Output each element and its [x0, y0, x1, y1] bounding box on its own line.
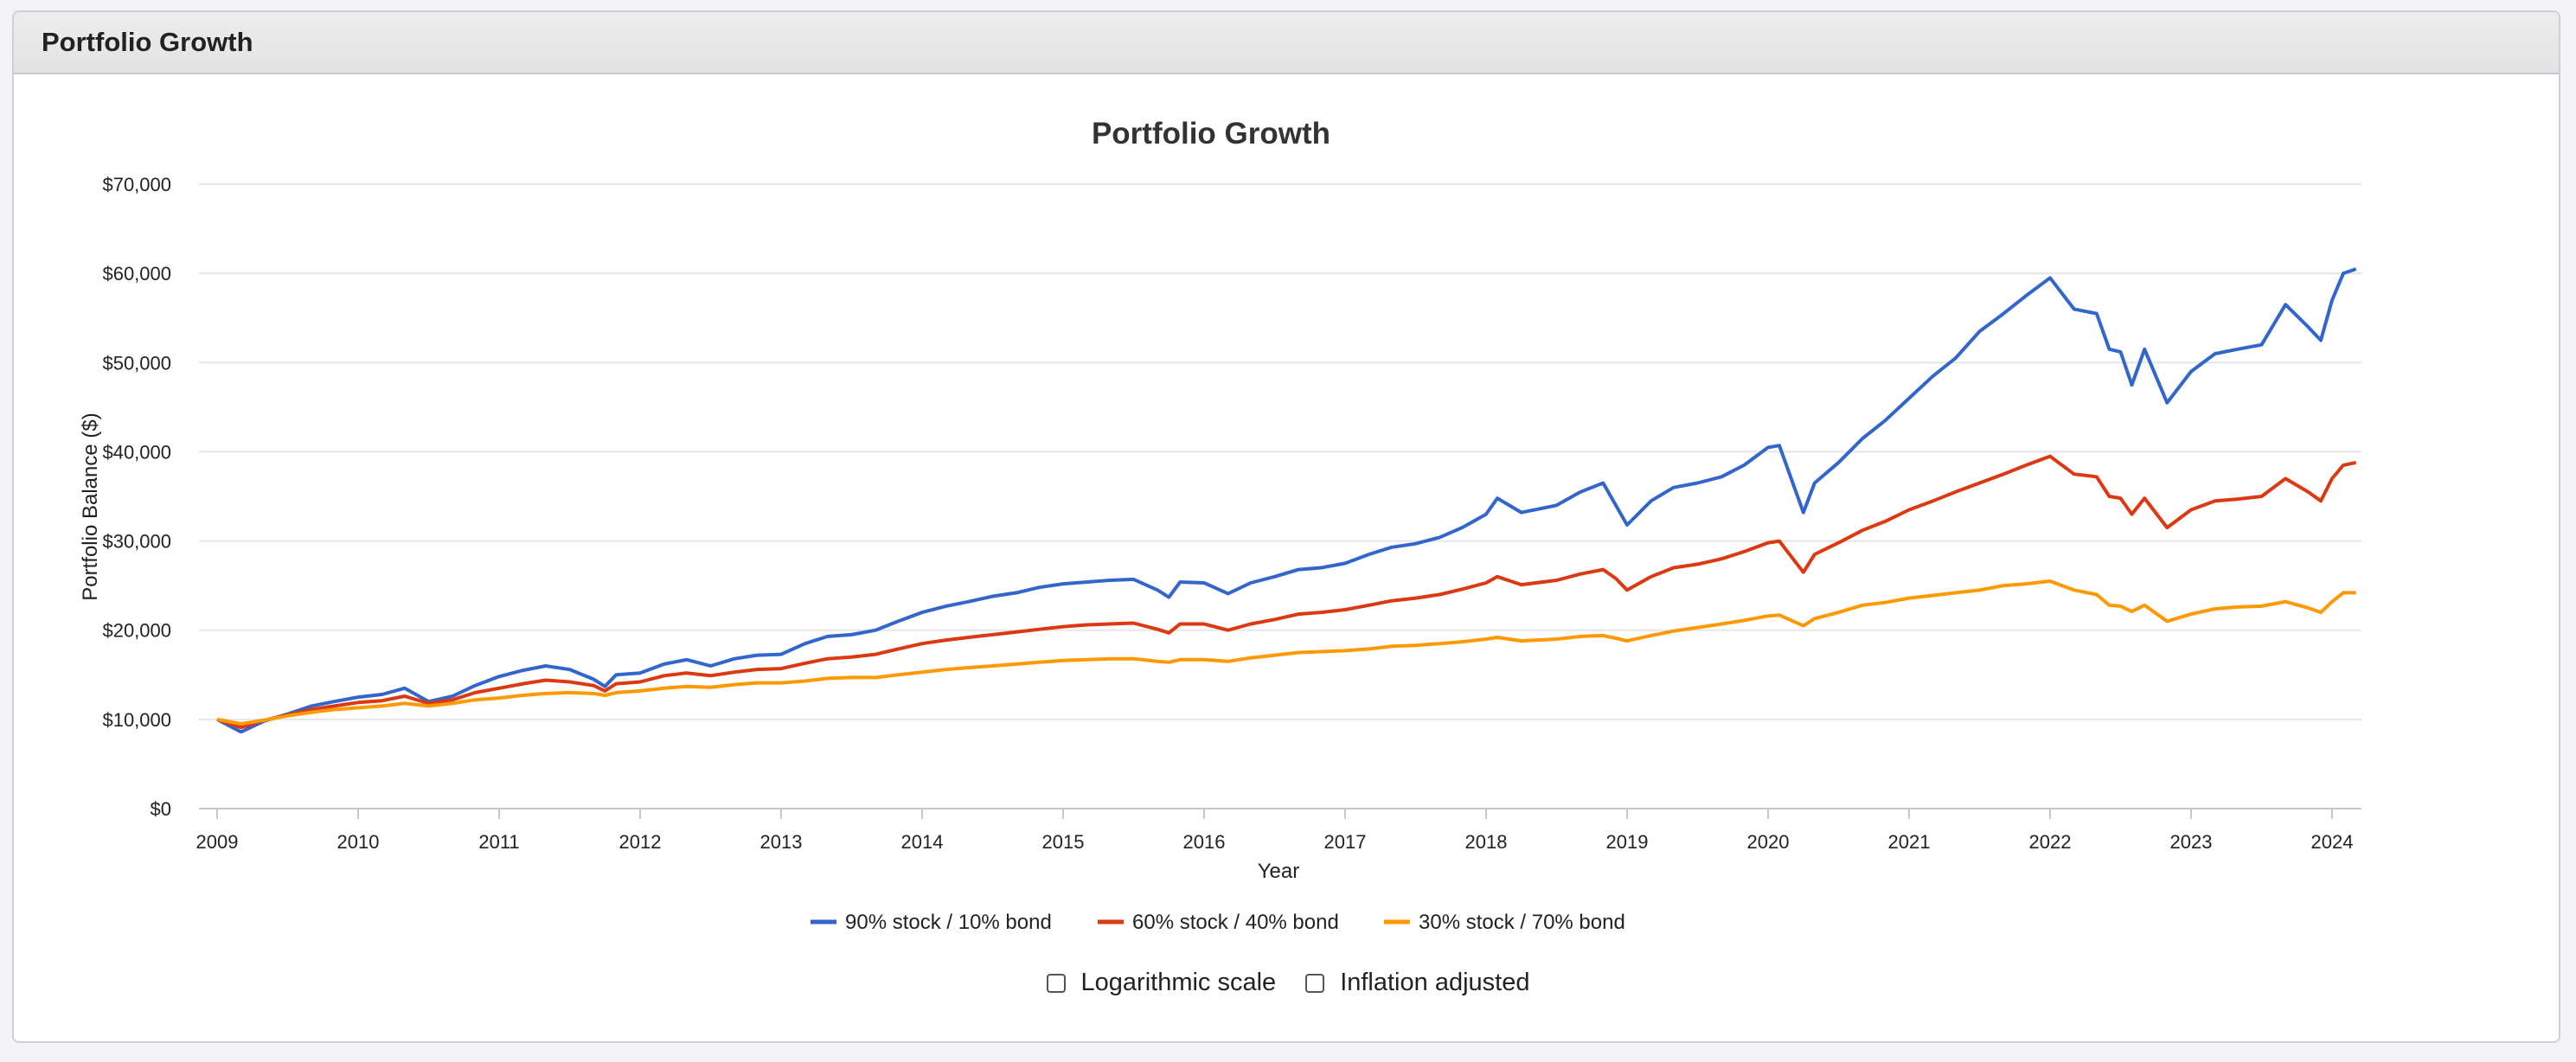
inflation-adjusted-checkbox[interactable]: [1305, 973, 1325, 993]
legend-item-3[interactable]: 30% stock / 70% bond: [1384, 911, 1625, 934]
series-line-3[interactable]: [216, 579, 2356, 726]
inflation-adjusted-label: Inflation adjusted: [1340, 969, 1530, 996]
x-tick-label: 2017: [1324, 831, 1367, 853]
x-tick-label: 2014: [901, 831, 944, 853]
x-tick-label: 2010: [337, 831, 380, 853]
panel-header: Portfolio Growth: [14, 12, 2559, 74]
portfolio-growth-chart: $0 $10,000 $20,000 $30,000 $40,000 $50,000 $60…: [79, 117, 2361, 934]
panel-title: Portfolio Growth: [42, 27, 253, 57]
x-tick-label: 2013: [760, 831, 803, 853]
x-tick-label: 2016: [1183, 831, 1226, 853]
y-tick-label: $20,000: [102, 620, 171, 642]
x-tick-label: 2015: [1042, 831, 1085, 853]
x-tick-label: 2024: [2311, 831, 2354, 853]
series-line-1[interactable]: [216, 267, 2357, 734]
legend-label: 60% stock / 40% bond: [1132, 911, 1339, 934]
legend-label: 30% stock / 70% bond: [1419, 911, 1625, 934]
chart-title: Portfolio Growth: [1092, 117, 1330, 150]
x-tick-label: 2022: [2029, 831, 2072, 853]
y-tick-label: $30,000: [102, 531, 171, 553]
legend-item-1[interactable]: 90% stock / 10% bond: [811, 911, 1052, 934]
logarithmic-scale-label: Logarithmic scale: [1080, 969, 1277, 996]
x-axis-label: Year: [1258, 860, 1300, 883]
x-tick-label: 2018: [1465, 831, 1508, 853]
y-tick-label: $60,000: [102, 263, 171, 285]
series-line-2[interactable]: [216, 454, 2357, 730]
y-tick-label: $70,000: [102, 174, 171, 195]
x-tick-label: 2019: [1606, 831, 1649, 853]
x-tick-label: 2023: [2170, 831, 2213, 853]
x-tick-label: 2021: [1888, 831, 1931, 853]
x-tick-label: 2020: [1747, 831, 1790, 853]
y-tick-label: $0: [151, 798, 171, 820]
logarithmic-scale-toggle[interactable]: Logarithmic scale: [1046, 969, 1277, 997]
logarithmic-scale-checkbox[interactable]: [1046, 973, 1066, 993]
legend-label: 90% stock / 10% bond: [845, 911, 1052, 934]
inflation-adjusted-toggle[interactable]: Inflation adjusted: [1305, 969, 1529, 997]
y-tick-label: $50,000: [102, 352, 171, 374]
x-tick-label: 2012: [619, 831, 662, 853]
chart-options: Logarithmic scale Inflation adjusted: [14, 969, 2559, 997]
x-tick-label: 2009: [196, 831, 239, 853]
portfolio-growth-panel: Portfolio Growth $0 $10,000 $20,000 $30,000…: [12, 10, 2560, 1043]
y-tick-label: $40,000: [102, 441, 171, 463]
y-axis-label: Portfolio Balance ($): [79, 413, 102, 600]
legend-item-2[interactable]: 60% stock / 40% bond: [1098, 911, 1339, 934]
y-tick-label: $10,000: [102, 709, 171, 731]
x-tick-label: 2011: [478, 831, 519, 853]
